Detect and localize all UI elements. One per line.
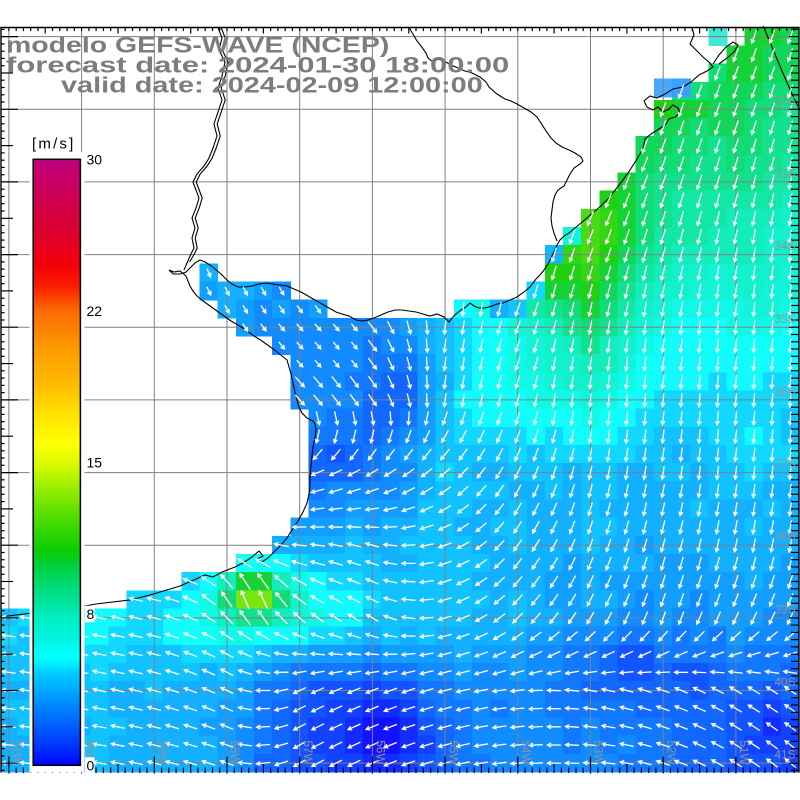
svg-text:54W: 54W <box>519 740 533 765</box>
svg-text:34S: 34S <box>775 239 796 253</box>
svg-text:35S: 35S <box>775 312 796 326</box>
svg-text:forecast date: 2024-01-30 18:0: forecast date: 2024-01-30 18:00:00 <box>6 53 509 77</box>
svg-text:61W: 61W <box>10 740 24 765</box>
svg-text:37S: 37S <box>775 457 796 471</box>
svg-text:22: 22 <box>87 303 103 319</box>
svg-text:59W: 59W <box>156 740 170 765</box>
svg-text:51W: 51W <box>737 740 751 765</box>
svg-text:58W: 58W <box>228 740 242 765</box>
svg-text:0: 0 <box>87 757 95 773</box>
svg-text:36S: 36S <box>775 384 796 398</box>
svg-text:39S: 39S <box>775 602 796 616</box>
svg-text:15: 15 <box>87 454 103 470</box>
svg-text:53W: 53W <box>592 740 606 765</box>
svg-text:8: 8 <box>87 606 95 622</box>
svg-text:40S: 40S <box>775 675 796 689</box>
svg-text:57W: 57W <box>301 740 315 765</box>
svg-text:valid date: 2024-02-09 12:00:0: valid date: 2024-02-09 12:00:00 <box>61 74 483 98</box>
svg-text:[m/s]: [m/s] <box>32 136 76 153</box>
svg-text:38S: 38S <box>775 530 796 544</box>
svg-text:52W: 52W <box>664 740 678 765</box>
svg-text:55W: 55W <box>446 740 460 765</box>
svg-text:modelo GEFS-WAVE (NCEP): modelo GEFS-WAVE (NCEP) <box>6 34 389 58</box>
svg-text:56W: 56W <box>374 740 388 765</box>
svg-text:30: 30 <box>87 151 103 167</box>
svg-text:33S: 33S <box>775 166 796 180</box>
svg-text:32S: 32S <box>775 94 796 108</box>
svg-text:41S: 41S <box>775 748 796 762</box>
